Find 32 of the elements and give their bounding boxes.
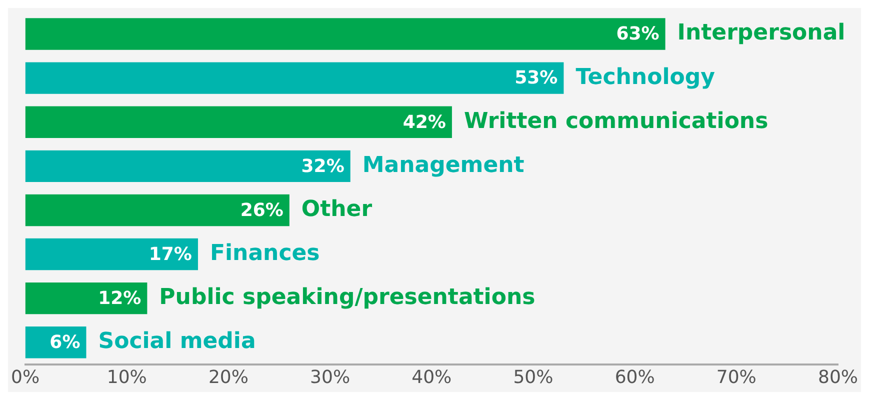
bar — [25, 18, 666, 50]
data-label: 63% — [616, 24, 660, 45]
bar — [25, 62, 564, 94]
y-tick-label: Written communications — [464, 108, 768, 134]
y-tick-label: Interpersonal — [677, 20, 846, 46]
bar — [25, 150, 350, 182]
y-tick-label: Management — [362, 152, 525, 178]
data-label: 6% — [50, 332, 80, 354]
bar — [25, 238, 198, 270]
data-label: 42% — [402, 112, 446, 133]
x-tick-label: 70% — [716, 366, 756, 388]
x-tick-label: 20% — [208, 366, 248, 388]
y-tick-label: Finances — [210, 240, 320, 266]
x-tick-label: 40% — [412, 366, 452, 388]
y-tick-label: Technology — [576, 64, 715, 90]
y-tick-label: Social media — [98, 329, 256, 354]
data-label: 32% — [301, 156, 344, 177]
bar — [25, 194, 290, 226]
y-tick-label: Public speaking/presentations — [159, 285, 536, 310]
x-tick-label: 50% — [513, 366, 554, 388]
x-tick-label: 10% — [106, 366, 147, 388]
data-label: 17% — [148, 244, 192, 265]
data-label: 26% — [240, 200, 284, 221]
x-tick-label: 60% — [614, 366, 655, 388]
data-label: 12% — [98, 288, 142, 309]
x-tick-label: 80% — [818, 366, 858, 388]
x-tick-label: 30% — [310, 366, 350, 388]
bar — [25, 282, 148, 314]
bar — [25, 106, 452, 138]
data-label: 53% — [514, 68, 558, 89]
y-tick-label: Other — [301, 196, 372, 222]
x-tick-label: 0% — [10, 366, 40, 388]
